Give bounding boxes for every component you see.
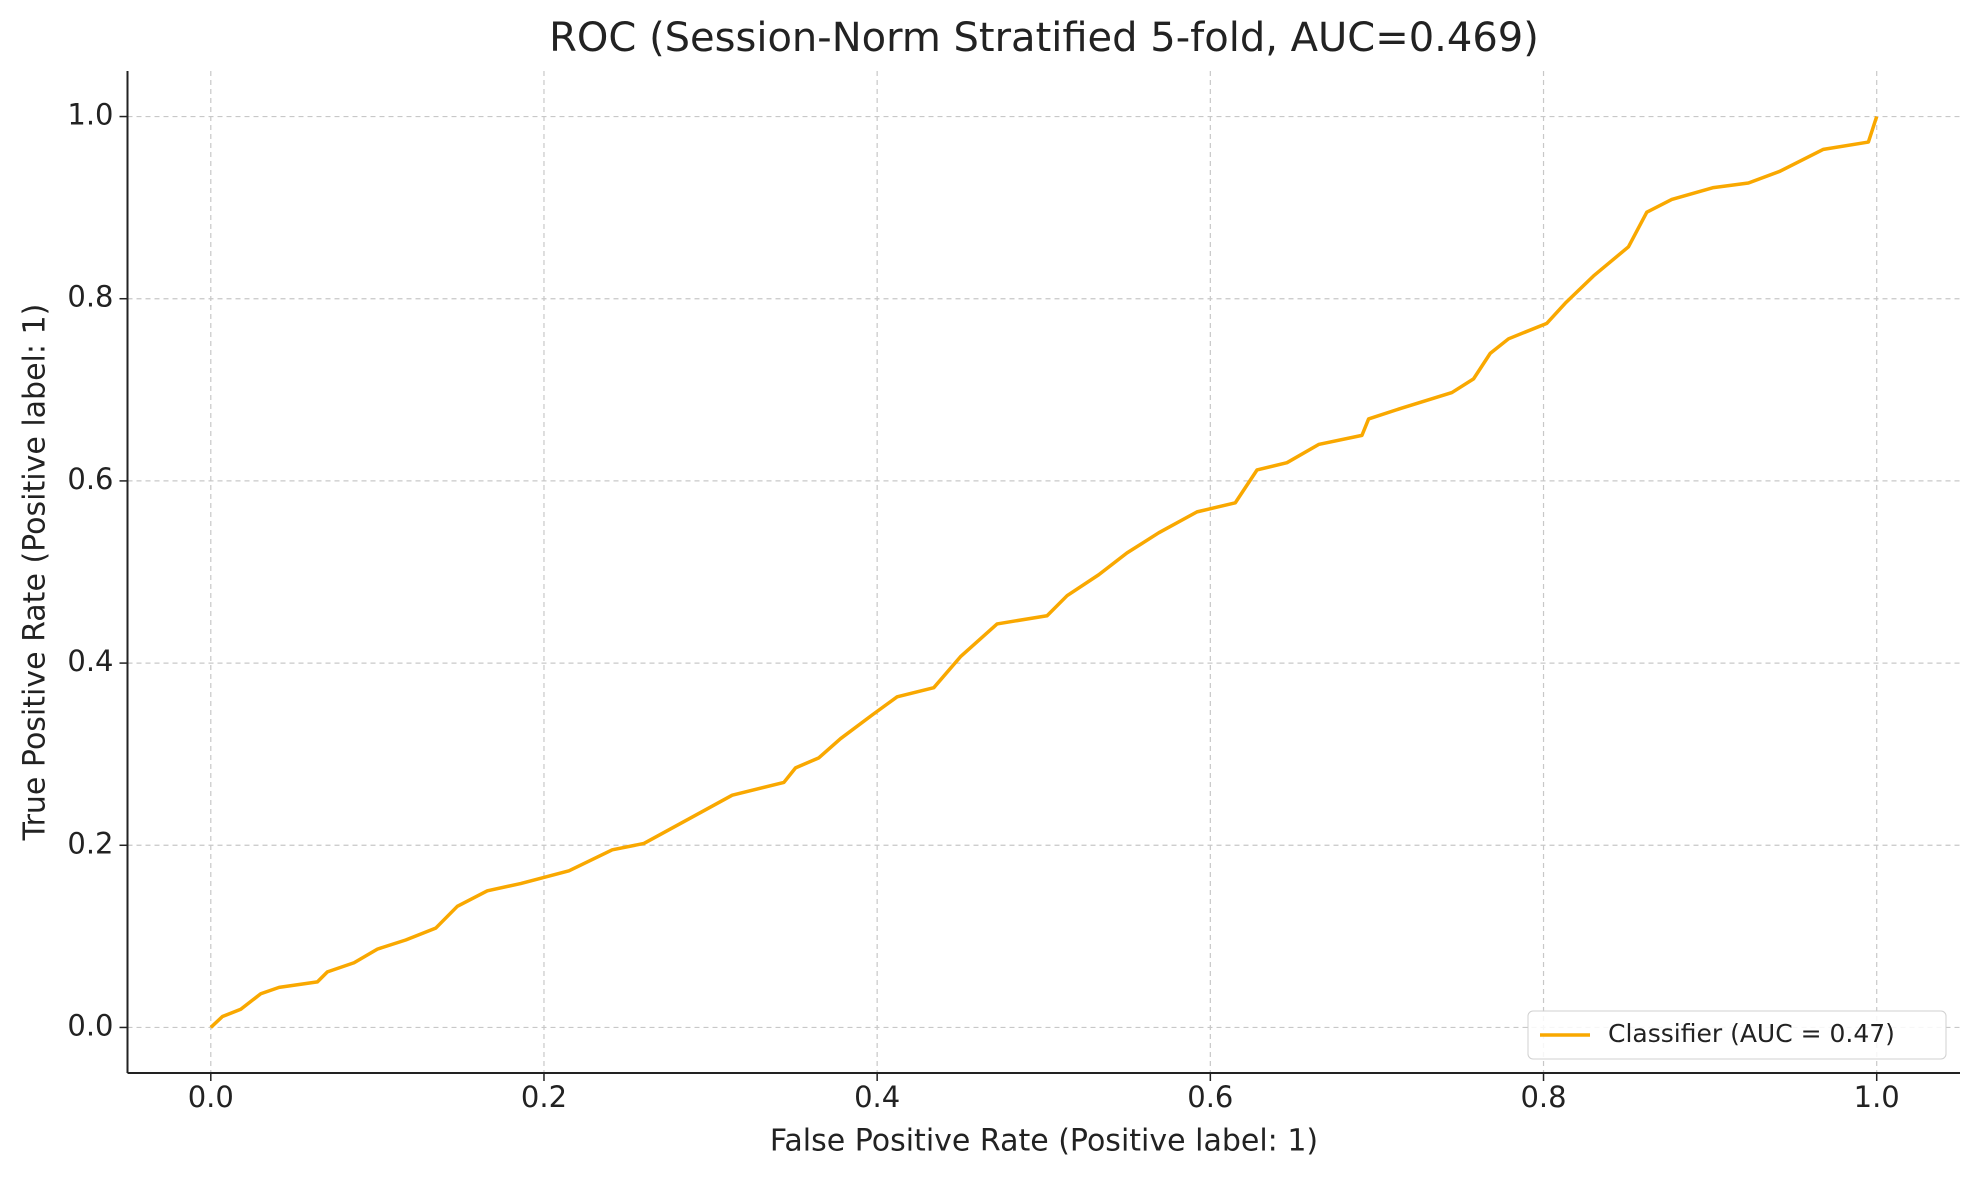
x-tick-label: 0.6	[1187, 1080, 1233, 1114]
x-tick-label: 0.2	[521, 1080, 567, 1114]
x-tick-label: 0.8	[1520, 1080, 1566, 1114]
x-tick-label: 0.0	[188, 1080, 234, 1114]
x-tick-label: 0.4	[854, 1080, 900, 1114]
y-tick-label: 0.8	[67, 280, 113, 314]
legend-label: Classifier (AUC = 0.47)	[1608, 1019, 1895, 1048]
legend-box	[1527, 1010, 1947, 1060]
y-tick-label: 0.0	[67, 1008, 113, 1042]
legend: Classifier (AUC = 0.47)	[1527, 1010, 1947, 1060]
y-tick-label: 1.0	[67, 98, 113, 132]
y-tick-label: 0.4	[67, 644, 113, 678]
y-tick-label: 0.2	[67, 826, 113, 860]
x-tick-label: 1.0	[1854, 1080, 1900, 1114]
y-tick-label: 0.6	[67, 462, 113, 496]
y-axis-label: True Positive Rate (Positive label: 1)	[18, 304, 53, 842]
chart-title: ROC (Session-Norm Stratified 5-fold, AUC…	[549, 15, 1539, 61]
roc-line	[209, 116, 1879, 1029]
x-axis-label: False Positive Rate (Positive label: 1)	[770, 1124, 1318, 1159]
